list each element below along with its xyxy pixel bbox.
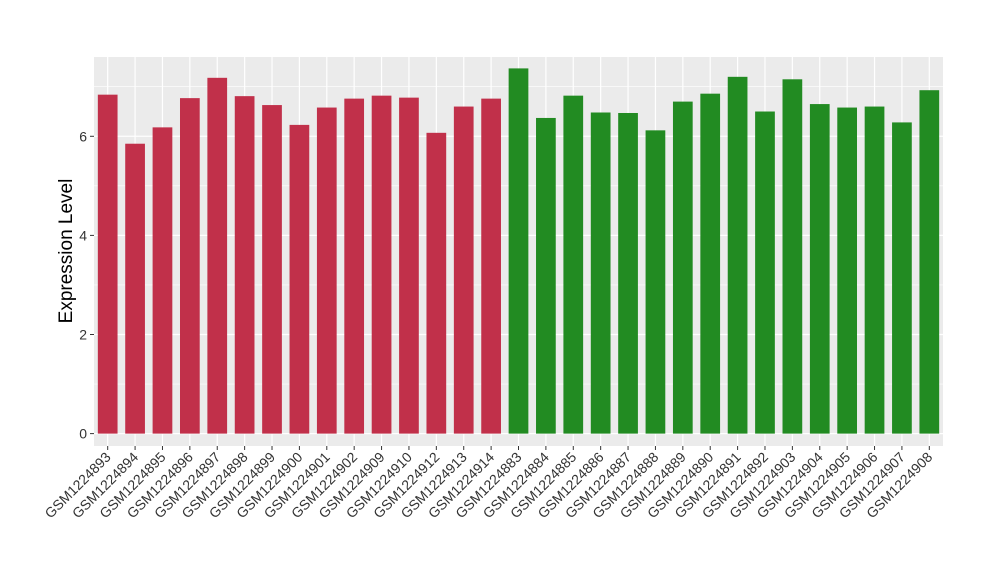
bar-GSM1224901: [316, 107, 337, 434]
bar-GSM1224891: [727, 76, 748, 434]
bar-GSM1224894: [125, 143, 145, 434]
bar-GSM1224900: [289, 124, 310, 434]
bar-GSM1224907: [892, 122, 912, 434]
bar-GSM1224908: [919, 90, 940, 434]
bar-GSM1224886: [590, 112, 611, 434]
bar-GSM1224910: [399, 97, 419, 434]
bar-GSM1224897: [207, 77, 228, 434]
bar-GSM1224888: [645, 130, 666, 434]
y-tick-label: 0: [79, 426, 87, 442]
bar-GSM1224887: [618, 112, 638, 434]
bar-GSM1224904: [809, 104, 830, 434]
bar-GSM1224883: [508, 68, 529, 434]
bar-GSM1224898: [234, 96, 255, 434]
y-axis-title: Expression Level: [56, 179, 77, 324]
bar-GSM1224912: [426, 132, 447, 434]
bar-GSM1224899: [262, 105, 282, 434]
y-tick-label: 6: [79, 128, 87, 144]
bar-GSM1224885: [563, 95, 584, 434]
bar-GSM1224913: [453, 106, 474, 434]
x-axis: GSM1224893GSM1224894GSM1224895GSM1224896…: [41, 446, 936, 521]
bar-GSM1224889: [672, 101, 693, 434]
bar-GSM1224906: [864, 106, 885, 434]
bar-GSM1224902: [344, 98, 365, 434]
y-tick-label: 4: [79, 227, 87, 243]
bar-GSM1224914: [481, 98, 501, 434]
bar-GSM1224909: [371, 95, 392, 434]
y-tick-label: 2: [79, 327, 87, 343]
bar-GSM1224893: [97, 94, 118, 434]
bar-GSM1224884: [536, 117, 556, 434]
bar-GSM1224896: [179, 98, 200, 434]
bars: [97, 68, 940, 434]
bar-GSM1224903: [782, 79, 803, 434]
bar-GSM1224890: [700, 93, 721, 434]
bar-GSM1224895: [152, 127, 173, 434]
bar-GSM1224905: [837, 107, 858, 434]
bar-GSM1224892: [755, 111, 775, 434]
y-axis: 0 2 4 6: [79, 128, 94, 442]
